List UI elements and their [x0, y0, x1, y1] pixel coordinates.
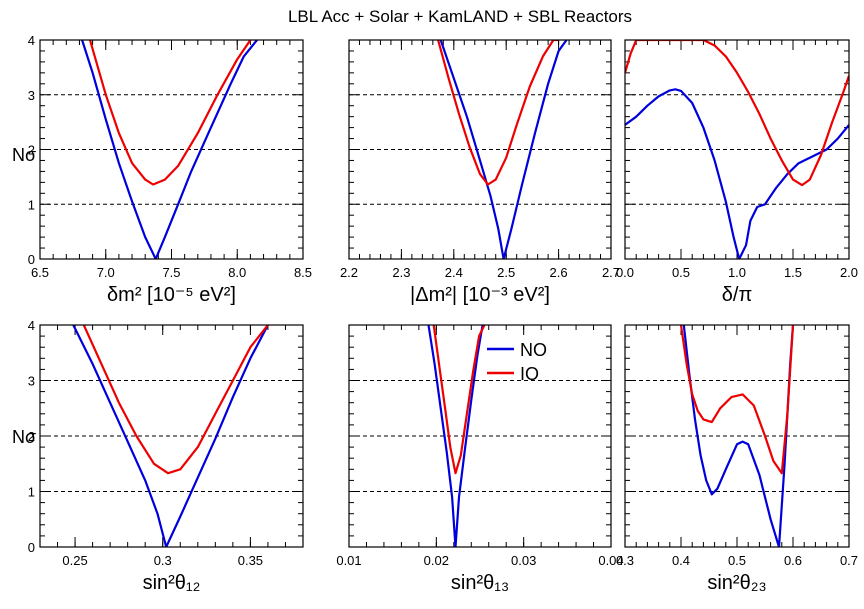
y-tick-label: 3 [28, 88, 35, 103]
series-line-io [625, 40, 849, 187]
x-tick-label: 0.3 [154, 553, 172, 568]
panel-delta-m2-large: 2.2 2.3 2.4 2.5 2.6 2.7 |Δm²| [10⁻³ eV²] [340, 39, 620, 306]
y-tick-label: 0 [28, 540, 35, 555]
x-tick-label: 2.3 [392, 265, 410, 280]
panel-frame [624, 39, 850, 260]
series-line-io [88, 40, 252, 186]
x-tick-label: 0.04 [598, 553, 623, 568]
x-tick-label: 0.02 [424, 553, 449, 568]
y-tick-label: 2 [28, 429, 35, 444]
x-tick-label: 0.25 [62, 553, 87, 568]
y-tick-label: 1 [28, 485, 35, 500]
panels: 6.5 7.0 7.5 8.0 8.5 0 1 2 3 4 δm² [10⁻⁵ eV²] 2.2 2.3… [28, 33, 858, 594]
y-tick-label: 3 [28, 374, 35, 389]
series-line-no [81, 40, 258, 259]
x-tick-label: 6.5 [31, 265, 49, 280]
x-tick-label: 8.0 [228, 265, 246, 280]
x-tick-label: 0.3 [616, 553, 634, 568]
x-tick-label: 2.5 [497, 265, 515, 280]
panel-frame [39, 324, 304, 548]
x-axis-title: δm² [10⁻⁵ eV²] [107, 284, 236, 306]
legend: NO IO [487, 340, 547, 384]
x-tick-label: 0.5 [672, 265, 690, 280]
y-tick-label: 1 [28, 197, 35, 212]
legend-label-io: IO [520, 364, 539, 384]
x-tick-label: 1.5 [784, 265, 802, 280]
x-tick-label: 2.2 [340, 265, 358, 280]
series-line-no [427, 325, 484, 547]
panel-theta13: 0.01 0.02 0.03 0.04 sin²θ₁₃ [336, 324, 624, 594]
series-line-io [432, 325, 486, 475]
panel-theta23: 0.3 0.4 0.5 0.6 0.7 sin²θ₂₃ [616, 324, 858, 594]
y-tick-label: 0 [28, 252, 35, 267]
x-tick-label: 0.5 [728, 553, 746, 568]
legend-label-no: NO [520, 340, 547, 360]
x-tick-label: 2.6 [550, 265, 568, 280]
x-tick-label: 0.03 [511, 553, 536, 568]
x-tick-label: 1.0 [728, 265, 746, 280]
y-axis-label-top: Nσ [12, 145, 36, 165]
panel-delta-m2-small: 6.5 7.0 7.5 8.0 8.5 0 1 2 3 4 δm² [10⁻⁵ eV²] [28, 33, 312, 306]
y-tick-label: 4 [28, 318, 35, 333]
panel-frame [624, 324, 850, 548]
series-line-no [72, 325, 269, 547]
series-line-no [439, 40, 568, 259]
series-line-no [682, 325, 795, 547]
y-tick-label: 2 [28, 143, 35, 158]
series-line-no [625, 88, 849, 259]
series-line-io [679, 325, 795, 475]
x-tick-label: 0.4 [672, 553, 690, 568]
x-tick-label: 2.7 [602, 265, 620, 280]
y-tick-label: 4 [28, 33, 35, 48]
x-tick-label: 0.0 [616, 265, 634, 280]
x-tick-label: 8.5 [294, 265, 312, 280]
series-line-io [437, 40, 559, 186]
x-tick-label: 0.7 [840, 553, 858, 568]
x-axis-title: sin²θ₁₃ [451, 572, 509, 594]
figure-title: LBL Acc + Solar + KamLAND + SBL Reactors [288, 7, 632, 26]
x-tick-label: 0.01 [336, 553, 361, 568]
x-axis-title: |Δm²| [10⁻³ eV²] [410, 284, 550, 306]
x-tick-label: 7.5 [162, 265, 180, 280]
panel-frame [39, 39, 304, 260]
x-tick-label: 0.6 [784, 553, 802, 568]
panel-frame [348, 39, 612, 260]
series-line-io [82, 325, 269, 475]
panel-frame [348, 324, 612, 548]
y-axis-label-bottom: Nσ [12, 427, 36, 447]
panel-delta-cp: 0.0 0.5 1.0 1.5 2.0 δ/π [616, 39, 858, 306]
x-axis-title: sin²θ₁₂ [143, 572, 201, 594]
x-tick-label: 2.0 [840, 265, 858, 280]
x-tick-label: 2.4 [445, 265, 463, 280]
x-tick-label: 0.35 [238, 553, 263, 568]
x-axis-title: δ/π [722, 284, 753, 306]
x-axis-title: sin²θ₂₃ [707, 572, 766, 594]
panel-theta12: 0.25 0.3 0.35 0 1 2 3 4 sin²θ₁₂ [28, 318, 304, 594]
x-tick-label: 7.0 [97, 265, 115, 280]
